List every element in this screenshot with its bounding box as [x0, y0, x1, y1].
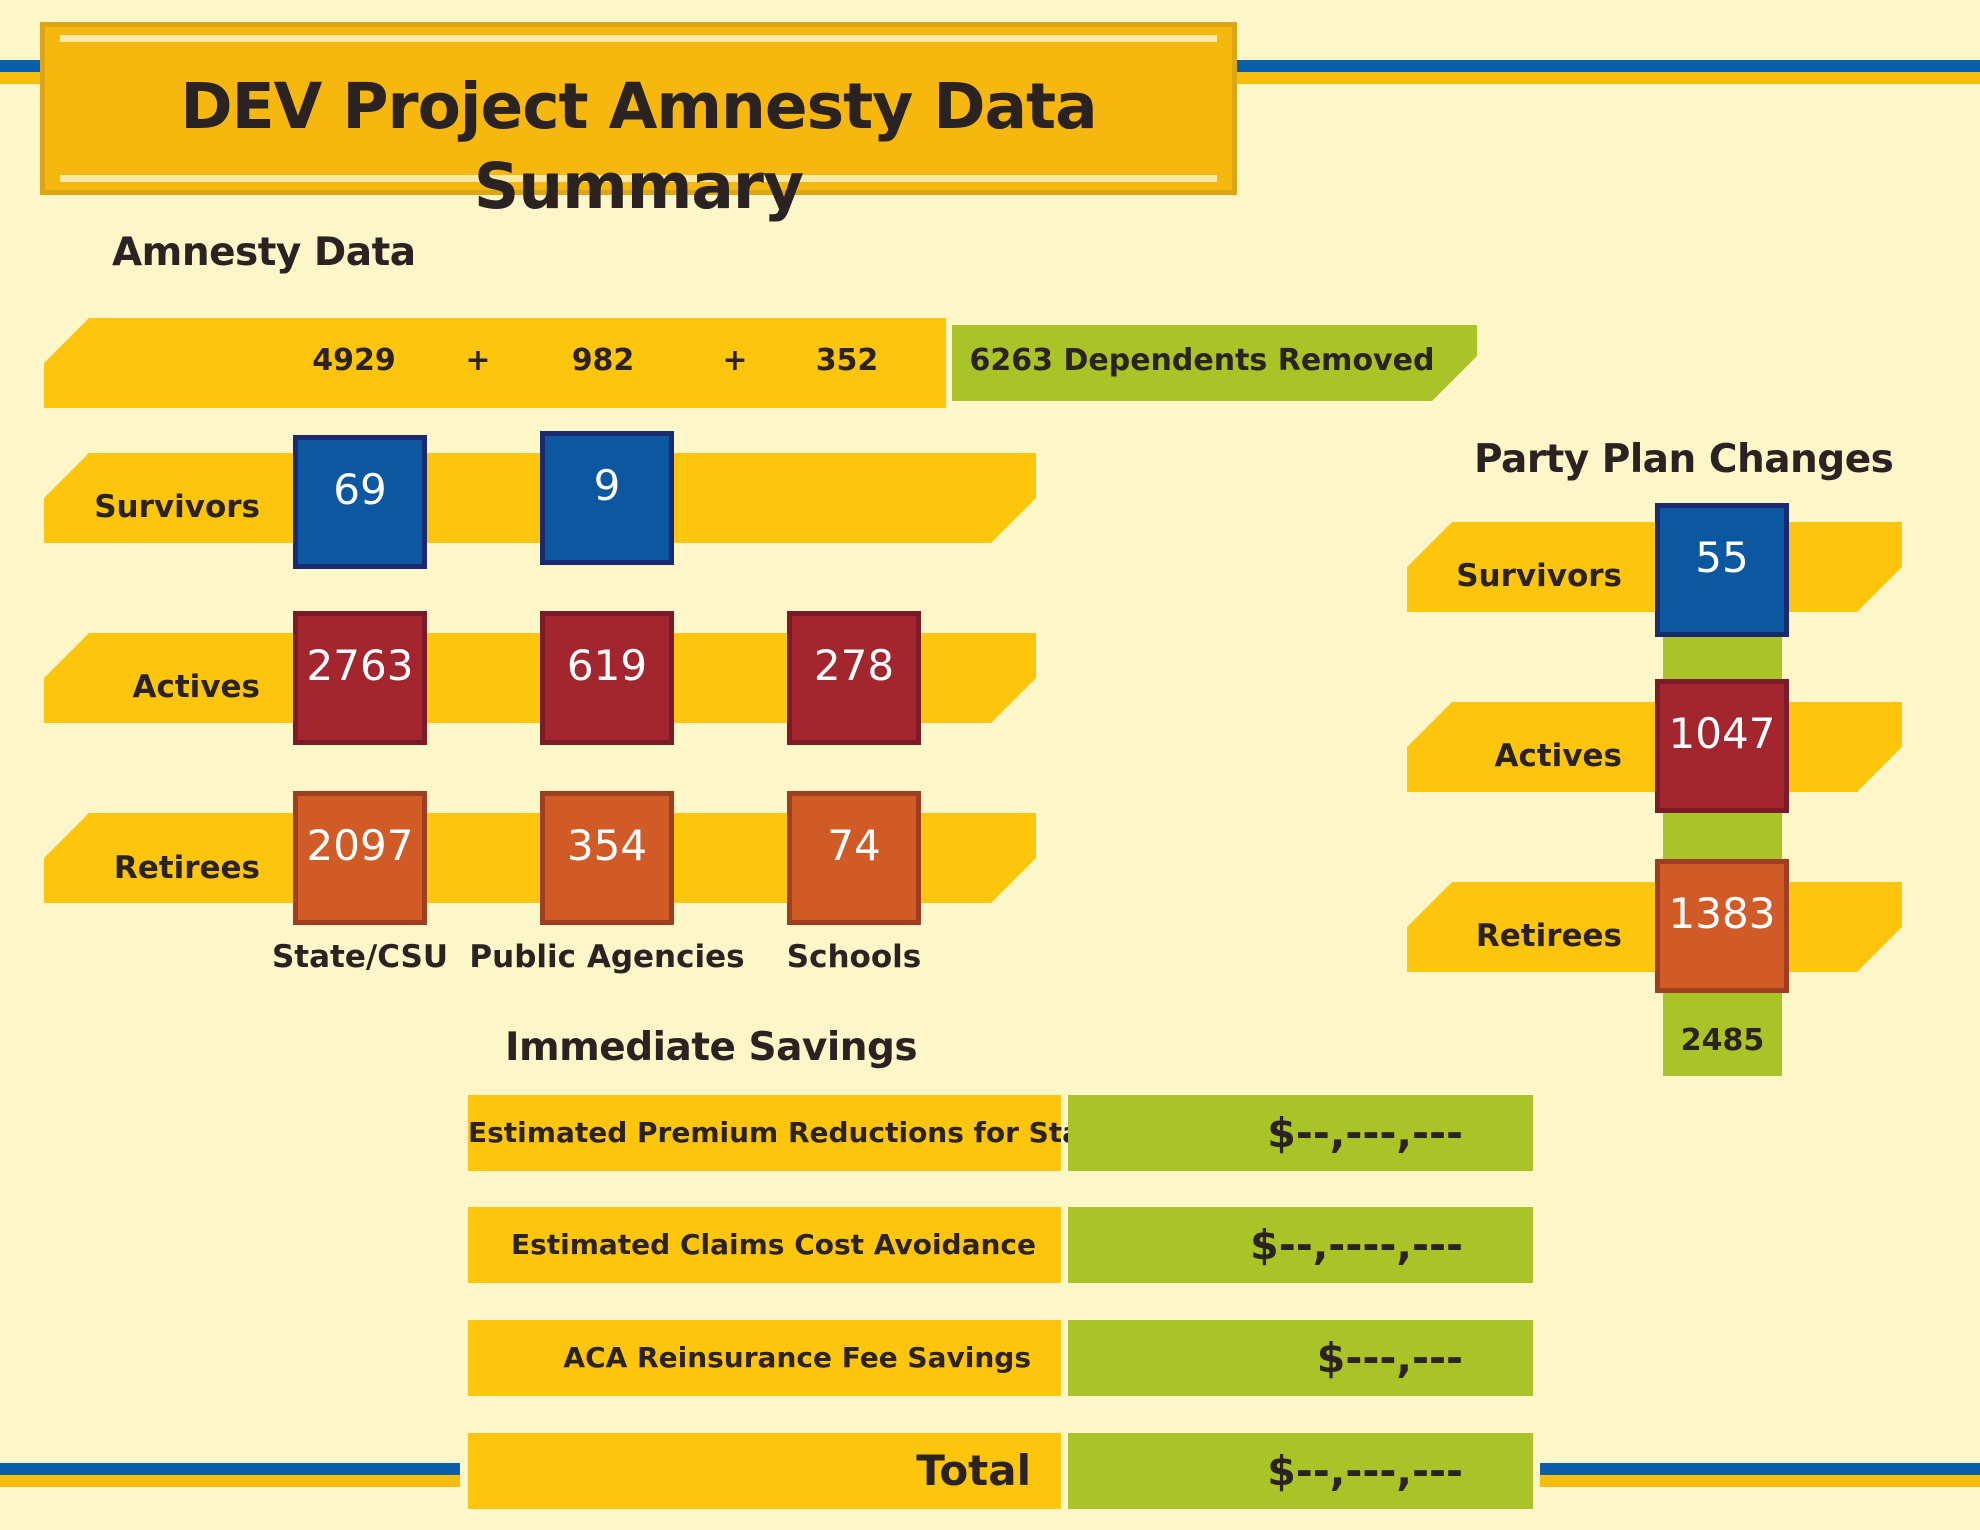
party-survivors-band [1407, 522, 1902, 612]
column-label-schools: Schools [786, 939, 922, 975]
title-banner: DEV Project Amnesty Data Summary [40, 22, 1237, 223]
bottom-left-stripe [0, 1463, 460, 1487]
dependents-removed-text: 6263 Dependents Removed [969, 343, 1435, 378]
actives-schools-value: 278 [787, 611, 921, 745]
party-actives-band [1407, 702, 1902, 792]
party-plan-total: 2485 [1680, 1023, 1765, 1058]
retirees-state-value: 2097 [293, 791, 427, 925]
total-public: 982 [571, 343, 635, 378]
party-retirees-label: Retirees [1475, 918, 1622, 954]
dependents-removed-banner [952, 325, 1477, 401]
party-survivors-value: 55 [1655, 503, 1789, 637]
column-label-state: State/CSU [271, 939, 449, 975]
actives-label: Actives [132, 669, 261, 705]
savings-value-aca: $---,--- [1068, 1320, 1533, 1396]
retirees-public-value: 354 [540, 791, 674, 925]
plus-sign: + [465, 343, 491, 378]
savings-value-claims: $--,----,--- [1068, 1207, 1533, 1283]
savings-total-label: Total [468, 1433, 1061, 1509]
plus-sign: + [722, 343, 748, 378]
savings-heading: Immediate Savings [505, 1025, 918, 1070]
actives-public-value: 619 [540, 611, 674, 745]
total-state: 4929 [312, 343, 396, 378]
party-actives-label: Actives [1494, 738, 1623, 774]
retirees-schools-value: 74 [787, 791, 921, 925]
total-schools: 352 [815, 343, 879, 378]
party-actives-value: 1047 [1655, 679, 1789, 813]
survivors-public-value: 9 [540, 431, 674, 565]
party-retirees-band [1407, 882, 1902, 972]
survivors-label: Survivors [94, 489, 260, 525]
party-plan-connector [1663, 560, 1782, 1076]
savings-label-aca: ACA Reinsurance Fee Savings [468, 1320, 1061, 1396]
savings-value-premium: $--,---,--- [1068, 1095, 1533, 1171]
survivors-state-value: 69 [293, 435, 427, 569]
party-retirees-value: 1383 [1655, 859, 1789, 993]
party-survivors-label: Survivors [1456, 558, 1622, 594]
retirees-label: Retirees [113, 850, 260, 886]
party-plan-heading: Party Plan Changes [1474, 437, 1894, 482]
savings-label-premium: Estimated Premium Reductions for State [468, 1095, 1113, 1171]
savings-total-value: $--,---,--- [1068, 1433, 1533, 1509]
bottom-right-stripe [1540, 1463, 1980, 1487]
top-right-stripe [1236, 60, 1980, 84]
actives-state-value: 2763 [293, 611, 427, 745]
amnesty-heading: Amnesty Data [112, 230, 416, 275]
savings-label-claims: Estimated Claims Cost Avoidance [468, 1207, 1061, 1283]
totals-band [44, 318, 946, 408]
column-label-public: Public Agencies [469, 939, 745, 975]
top-left-stripe [0, 60, 42, 84]
page-title: DEV Project Amnesty Data Summary [180, 70, 1097, 223]
